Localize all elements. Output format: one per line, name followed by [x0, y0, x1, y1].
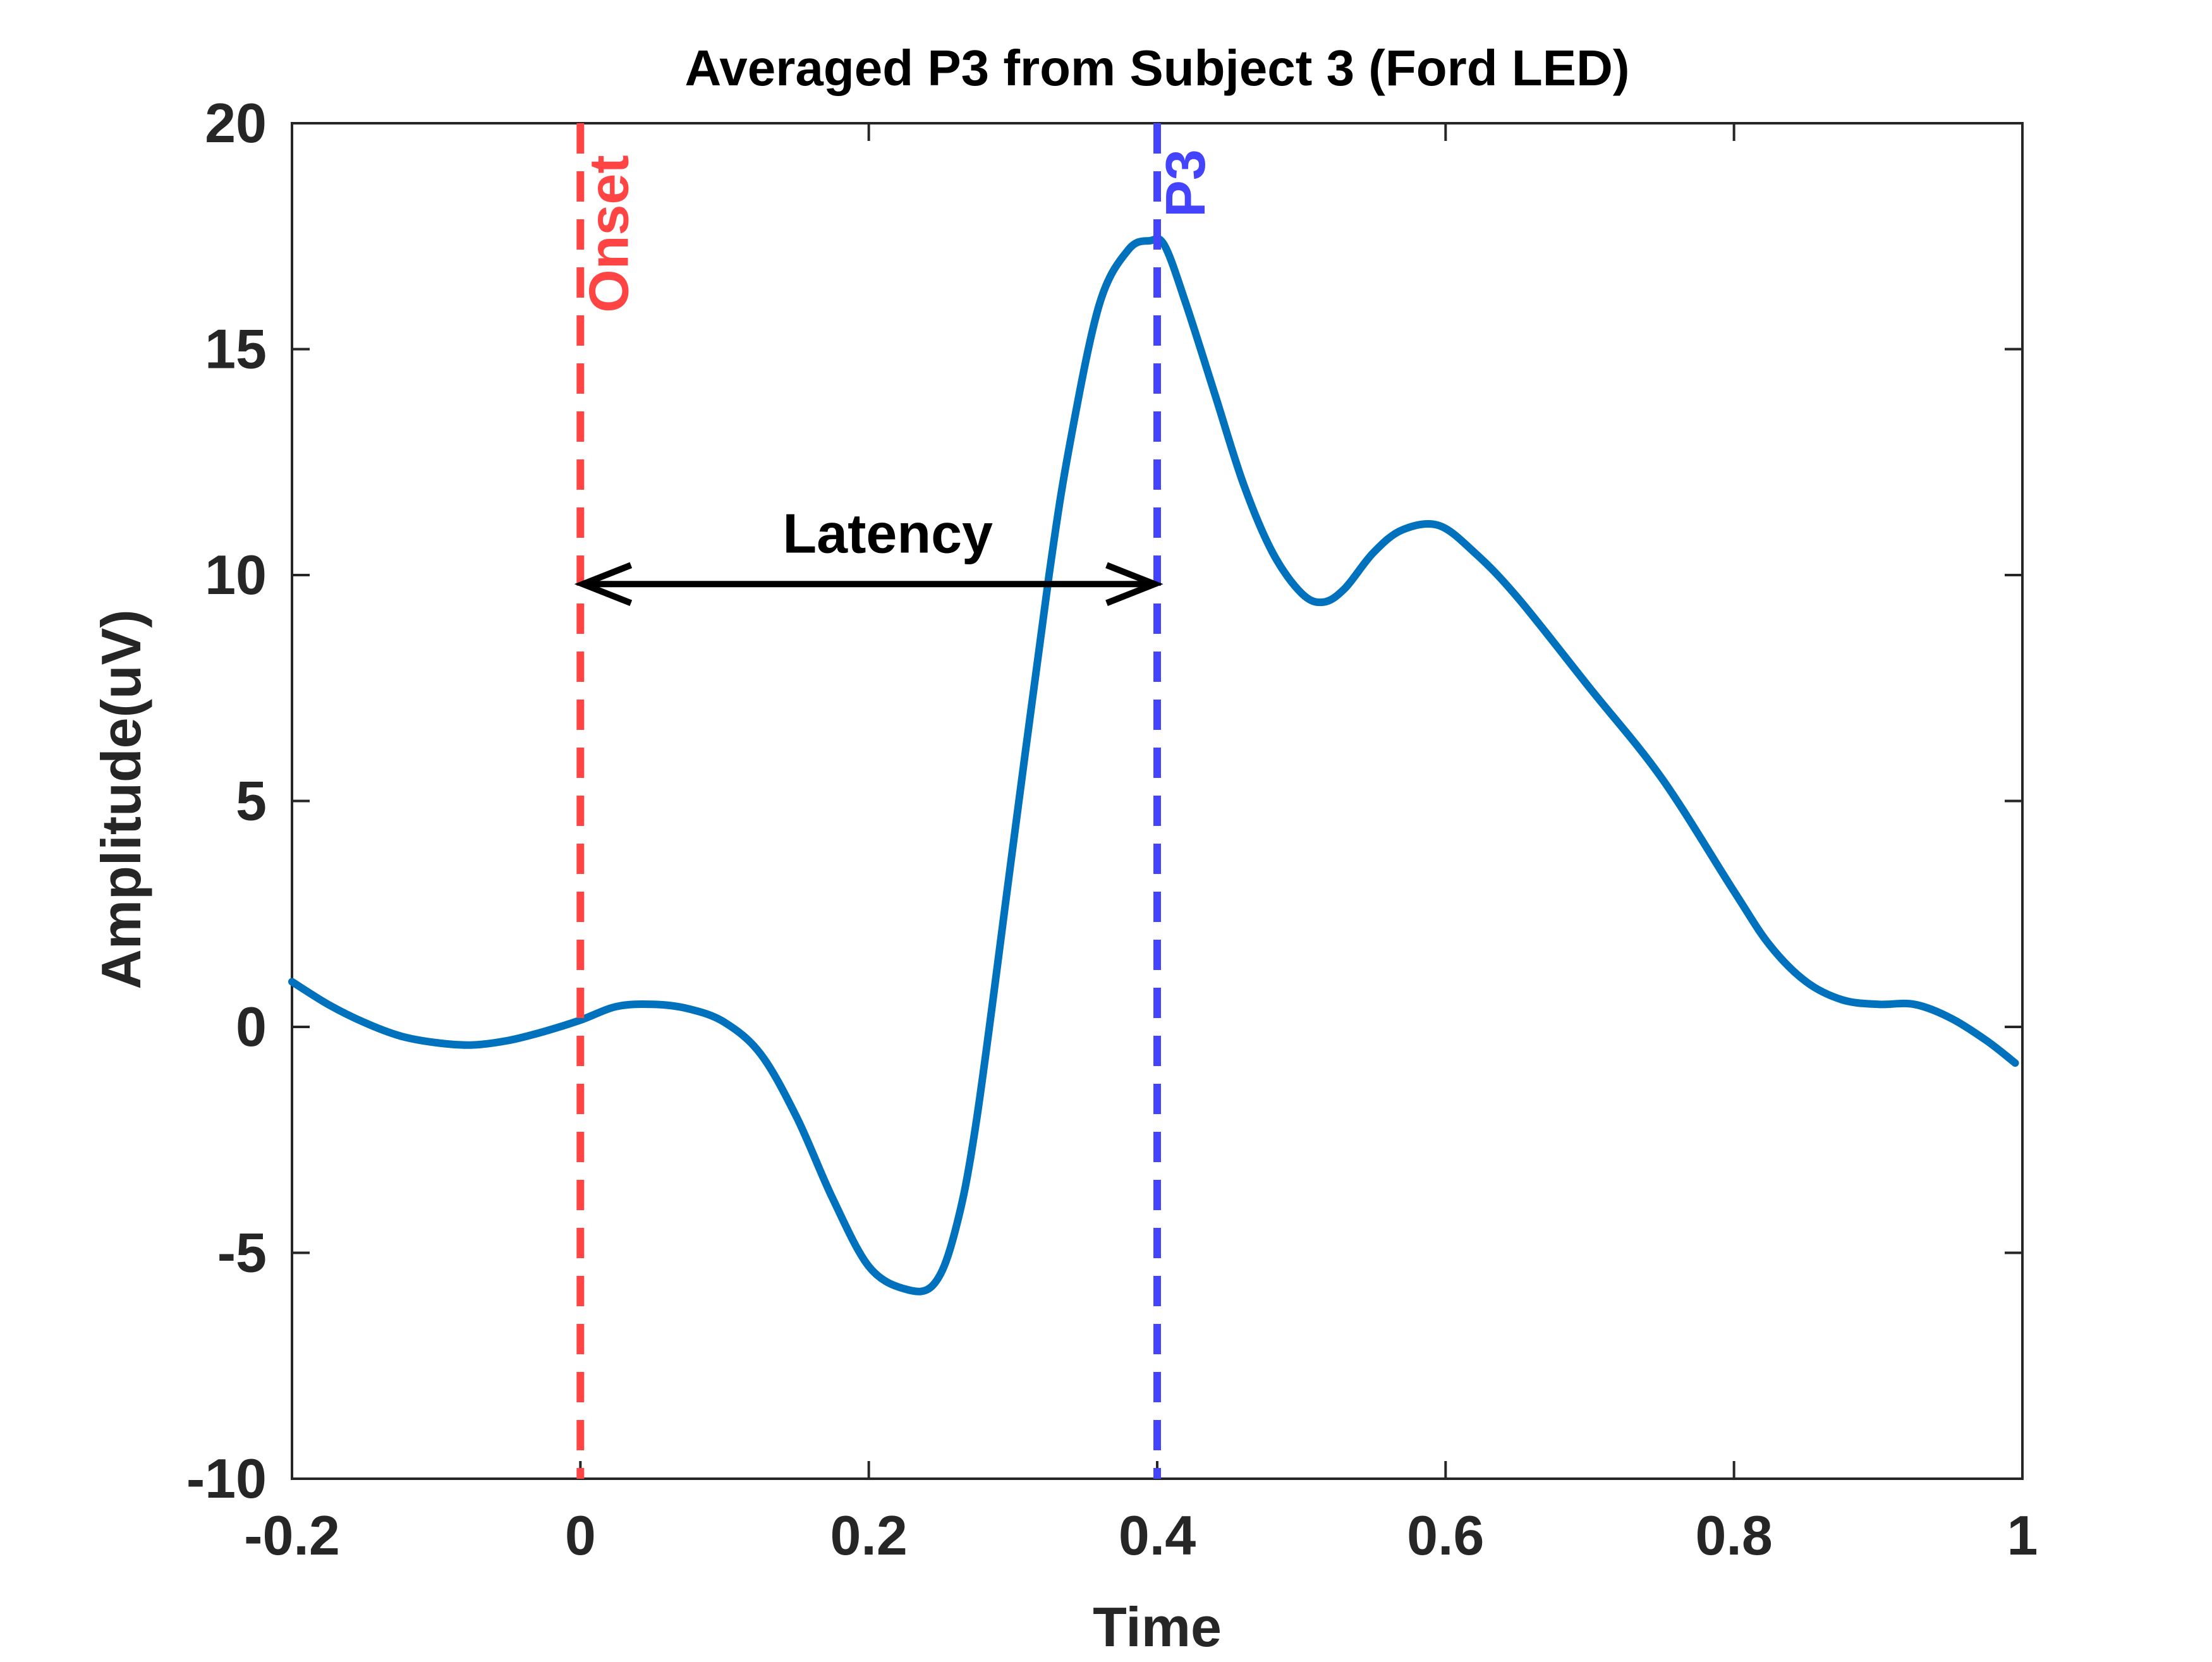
latency-arrow-head-right: [1105, 562, 1164, 606]
y-tick-label: -10: [186, 1447, 267, 1510]
y-tick-label: 10: [205, 543, 267, 606]
x-tick-label: 1: [2007, 1504, 2038, 1567]
x-tick-label: 0: [565, 1504, 596, 1567]
y-tick-label: 5: [236, 770, 267, 832]
series-line: [288, 234, 2019, 1295]
y-axis-label: Amplitude(uV): [90, 609, 152, 989]
x-axis-label: Time: [1093, 1596, 1222, 1658]
x-tick-label: -0.2: [244, 1504, 340, 1567]
plot-area: -0.2 0 0.2 0.4 0.6 0.8 1 -10 -5 0 5 10 15 20 Onset P3 La…: [186, 92, 2038, 1567]
x-tick-label: 0.2: [830, 1504, 907, 1567]
chart-title: Averaged P3 from Subject 3 (Ford LED): [684, 40, 1629, 96]
y-tick-label: -5: [217, 1222, 267, 1284]
y-tick-label: 15: [205, 318, 267, 380]
latency-arrow-head-left: [574, 562, 633, 606]
p3-marker-label: P3: [1154, 149, 1217, 217]
onset-marker-label: Onset: [577, 155, 640, 312]
y-tick-label: 0: [236, 995, 267, 1058]
x-tick-label: 0.6: [1407, 1504, 1484, 1567]
x-tick-label: 0.4: [1119, 1504, 1196, 1567]
latency-label: Latency: [782, 502, 993, 564]
y-tick-label: 20: [205, 92, 267, 154]
x-tick-label: 0.8: [1695, 1504, 1772, 1567]
